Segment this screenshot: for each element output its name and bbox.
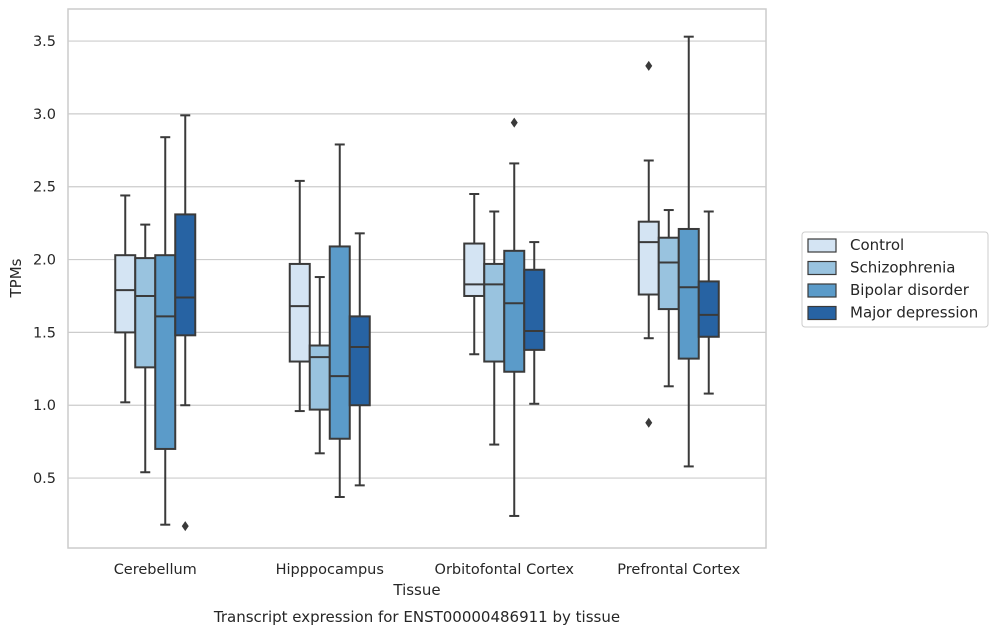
box-iqr [637, 220, 660, 296]
box-schizophrenia [134, 223, 157, 474]
box-iqr [154, 254, 177, 450]
box-schizophrenia [308, 276, 331, 455]
y-tick-label: 2.0 [33, 253, 56, 269]
x-tick-labels: Cerebellum Hipppocampus Orbitofontal Corte… [114, 562, 741, 578]
box-bipolar-disorder [154, 136, 177, 526]
legend-swatch [807, 260, 837, 276]
box-iqr [134, 257, 157, 369]
y-tick-label: 3.0 [33, 107, 56, 123]
box-iqr [657, 236, 680, 311]
outlier-point [510, 117, 518, 128]
box-control [463, 193, 486, 356]
box-iqr [463, 242, 486, 297]
box-iqr [697, 280, 720, 338]
legend-label: Schizophrenia [850, 259, 955, 277]
y-tick-label: 0.5 [33, 471, 56, 487]
box-iqr [503, 249, 526, 373]
chart-caption: Transcript expression for ENST0000048691… [213, 608, 620, 626]
box-iqr [288, 262, 311, 363]
legend-frame [801, 231, 989, 328]
y-tick-label: 1.0 [33, 398, 56, 414]
outlier-point [645, 60, 653, 71]
legend-label: Bipolar disorder [850, 281, 970, 299]
x-tick-label: Prefrontal Cortex [617, 562, 740, 578]
y-axis-title: TPMs [7, 258, 25, 298]
box-iqr [677, 227, 700, 360]
box-iqr [523, 268, 546, 351]
legend-label: Control [850, 236, 904, 254]
box-iqr [328, 245, 351, 440]
y-tick-labels: 0.5 1.0 1.5 2.0 2.5 3.0 3.5 [33, 34, 56, 487]
box-control [114, 194, 137, 404]
box-major-depression [697, 210, 720, 395]
legend-label: Major depression [850, 304, 978, 322]
box-iqr [308, 344, 331, 411]
box-major-depression [174, 114, 197, 532]
legend-swatch [807, 305, 837, 321]
legend: Control Schizophrenia Bipolar disorder Majo… [801, 231, 989, 328]
box-major-depression [523, 241, 546, 405]
box-control [637, 60, 660, 428]
box-schizophrenia [483, 210, 506, 446]
legend-swatch [807, 283, 837, 298]
y-tick-label: 3.5 [33, 34, 56, 50]
x-tick-label: Hipppocampus [276, 562, 384, 578]
outlier-point [645, 417, 653, 428]
legend-swatch [807, 238, 837, 253]
x-tick-label: Orbitofontal Cortex [435, 562, 575, 578]
box-iqr [348, 315, 371, 407]
x-axis-title: Tissue [392, 581, 440, 599]
box-bipolar-disorder [328, 143, 351, 499]
box-major-depression [348, 232, 371, 487]
outlier-point [181, 521, 189, 532]
x-tick-label: Cerebellum [114, 562, 197, 578]
boxes [114, 35, 720, 532]
y-tick-label: 2.5 [33, 180, 56, 196]
box-iqr [483, 262, 506, 363]
box-schizophrenia [657, 209, 680, 388]
box-iqr [114, 254, 137, 334]
plot-area-frame [67, 8, 767, 549]
box-iqr [174, 213, 197, 337]
box-control [288, 179, 311, 413]
box-bipolar-disorder [677, 35, 700, 468]
y-tick-label: 1.5 [33, 325, 56, 341]
box-bipolar-disorder [503, 117, 526, 517]
